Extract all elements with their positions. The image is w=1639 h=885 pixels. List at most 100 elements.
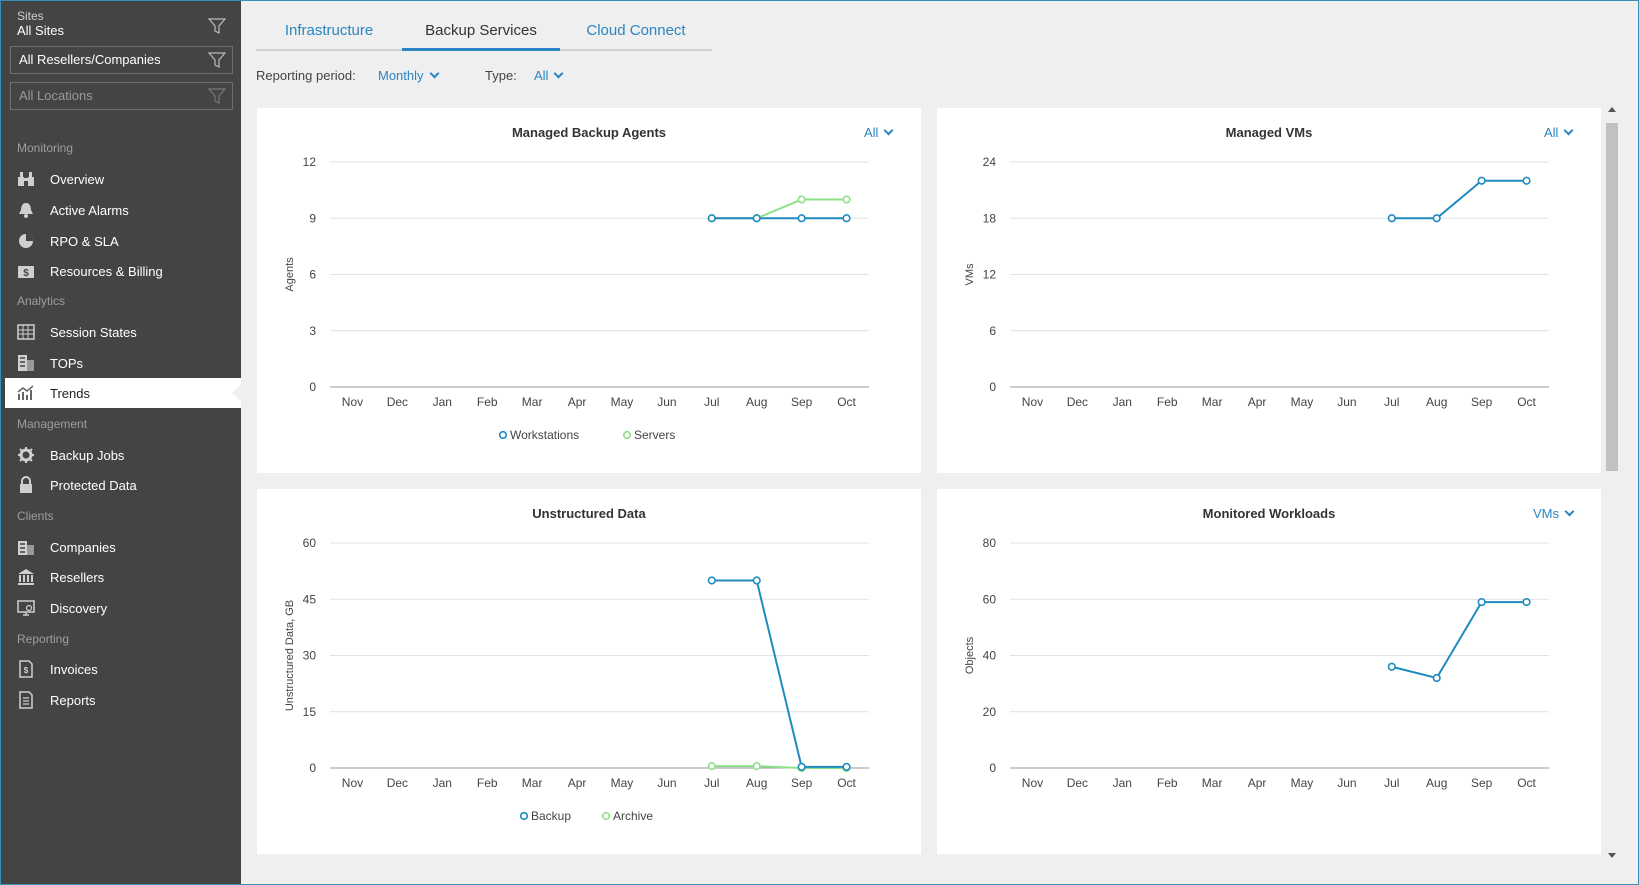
sidebar-item-invoices[interactable]: $ Invoices	[5, 654, 241, 684]
report-icon	[19, 691, 33, 709]
data-point	[842, 195, 851, 204]
sidebar-item-label: Session States	[50, 324, 137, 340]
sites-value: All Sites	[17, 23, 64, 38]
type-dropdown[interactable]: All	[534, 68, 564, 83]
legend-label: Backup	[531, 809, 571, 823]
lock-icon	[20, 476, 32, 493]
sidebar-item-resources-billing[interactable]: $ Resources & Billing	[5, 256, 241, 286]
sidebar-item-active-alarms[interactable]: Active Alarms	[5, 195, 241, 225]
legend-marker	[622, 430, 632, 440]
sidebar-item-label: Resources & Billing	[50, 263, 163, 279]
sidebar-item-backup-jobs[interactable]: Backup Jobs	[5, 440, 241, 470]
legend-label: Workstations	[510, 428, 579, 442]
y-tick-label: 80	[983, 536, 997, 550]
vertical-scrollbar[interactable]	[1604, 103, 1620, 863]
chart-title: Managed Backup Agents	[511, 125, 667, 140]
funnel-icon[interactable]	[208, 17, 226, 35]
x-tick-label: Jul	[704, 776, 719, 790]
sidebar: Sites All Sites All Resellers/Companies …	[1, 1, 242, 884]
sidebar-item-tops[interactable]: TOPs	[5, 348, 241, 378]
sidebar-item-session-states[interactable]: Session States	[5, 317, 241, 347]
data-point	[1522, 597, 1531, 607]
data-point	[707, 576, 716, 585]
sidebar-item-label: TOPs	[50, 355, 83, 371]
legend-marker	[519, 811, 529, 821]
chevron-down-icon	[554, 68, 564, 79]
sidebar-item-label: Reports	[50, 692, 96, 708]
y-tick-label: 60	[303, 536, 317, 550]
reseller-filter-value: All Resellers/Companies	[19, 52, 161, 67]
site-selector[interactable]: Sites All Sites	[17, 9, 64, 39]
data-point	[707, 762, 716, 771]
data-point	[797, 214, 806, 223]
location-filter[interactable]: All Locations	[10, 82, 233, 110]
sidebar-item-companies[interactable]: Companies	[5, 532, 241, 562]
reseller-filter[interactable]: All Resellers/Companies	[10, 46, 233, 74]
monitor-icon	[17, 600, 35, 616]
chart-filter-dropdown[interactable]: All	[864, 125, 894, 140]
funnel-icon[interactable]	[208, 87, 226, 105]
chart-svg: 0 6 12 18 24 Nov Dec Jan Feb Mar Apr May Jun Jul Aug Se…	[964, 155, 1549, 409]
x-tick-label: Aug	[1426, 776, 1447, 790]
chart-title: Monitored Workloads	[1202, 506, 1336, 521]
y-axis-label: Objects	[964, 636, 976, 674]
y-tick-label: 45	[303, 592, 317, 606]
reporting-period-dropdown[interactable]: Monthly	[378, 68, 439, 83]
y-tick-label: 20	[983, 705, 997, 719]
y-tick-label: 3	[309, 324, 316, 338]
chart-filter-dropdown[interactable]: VMs	[1533, 506, 1575, 521]
sidebar-item-label: Active Alarms	[50, 202, 129, 218]
series-line	[711, 579, 847, 768]
reporting-period-value: Monthly	[378, 68, 424, 83]
reporting-period-label: Reporting period:	[256, 68, 356, 83]
gear-icon	[18, 447, 34, 463]
y-tick-label: 0	[989, 761, 996, 775]
sidebar-item-discovery[interactable]: Discovery	[5, 593, 241, 623]
chart-filter-dropdown[interactable]: All	[1544, 125, 1574, 140]
section-analytics: Analytics	[17, 294, 66, 308]
scrollbar-thumb[interactable]	[1606, 123, 1618, 471]
x-tick-label: May	[1291, 776, 1314, 790]
x-tick-label: Jul	[704, 395, 719, 409]
scroll-up-arrow-icon[interactable]	[1608, 107, 1616, 112]
data-point	[752, 762, 761, 771]
data-point	[842, 762, 851, 771]
chart-svg: 0 15 30 45 60 Nov Dec Jan Feb Mar Apr May Jun Jul Aug S…	[284, 536, 869, 823]
sidebar-item-label: Overview	[50, 171, 105, 187]
funnel-icon[interactable]	[208, 51, 226, 69]
x-tick-label: Dec	[1067, 395, 1088, 409]
money-icon: $	[18, 266, 34, 279]
x-tick-label: Sep	[1471, 776, 1493, 790]
y-tick-label: 24	[983, 155, 997, 169]
chart-panel-managed-vms: Managed VMs All 0 6 12 18 24 Nov Dec Jan Feb Mar A…	[937, 108, 1601, 473]
tab-cloud-connect[interactable]: Cloud Connect	[586, 22, 686, 39]
data-point	[842, 214, 851, 223]
x-tick-label: Jun	[1337, 776, 1356, 790]
data-point	[1432, 214, 1441, 223]
x-tick-label: May	[1291, 395, 1314, 409]
x-tick-label: Jan	[433, 776, 452, 790]
data-point	[797, 195, 806, 204]
scroll-down-arrow-icon[interactable]	[1608, 853, 1616, 858]
chart-svg: 0 3 6 9 12 Nov Dec Jan Feb Mar Apr May Jun Jul Aug Sep O…	[284, 155, 869, 442]
sidebar-item-overview[interactable]: Overview	[5, 164, 241, 194]
y-tick-label: 6	[989, 324, 996, 338]
tops-icon	[18, 355, 34, 371]
sidebar-item-protected-data[interactable]: Protected Data	[5, 470, 241, 500]
legend-marker	[601, 811, 611, 821]
y-tick-label: 0	[989, 380, 996, 394]
sidebar-item-resellers[interactable]: Resellers	[5, 562, 241, 592]
tab-infrastructure[interactable]: Infrastructure	[284, 22, 374, 39]
sidebar-item-label: Protected Data	[50, 477, 137, 493]
x-tick-label: Jan	[433, 395, 452, 409]
x-tick-label: Nov	[1022, 776, 1043, 790]
sidebar-item-reports[interactable]: Reports	[5, 685, 241, 715]
chevron-down-icon	[429, 68, 439, 79]
x-tick-label: Nov	[1022, 395, 1043, 409]
location-filter-value: All Locations	[19, 88, 93, 103]
x-tick-label: Aug	[746, 776, 767, 790]
sidebar-item-rpo-sla[interactable]: RPO & SLA	[5, 226, 241, 256]
tab-backup-services[interactable]: Backup Services	[425, 22, 537, 39]
sidebar-item-trends[interactable]: Trends	[5, 378, 242, 408]
data-point	[752, 214, 761, 223]
